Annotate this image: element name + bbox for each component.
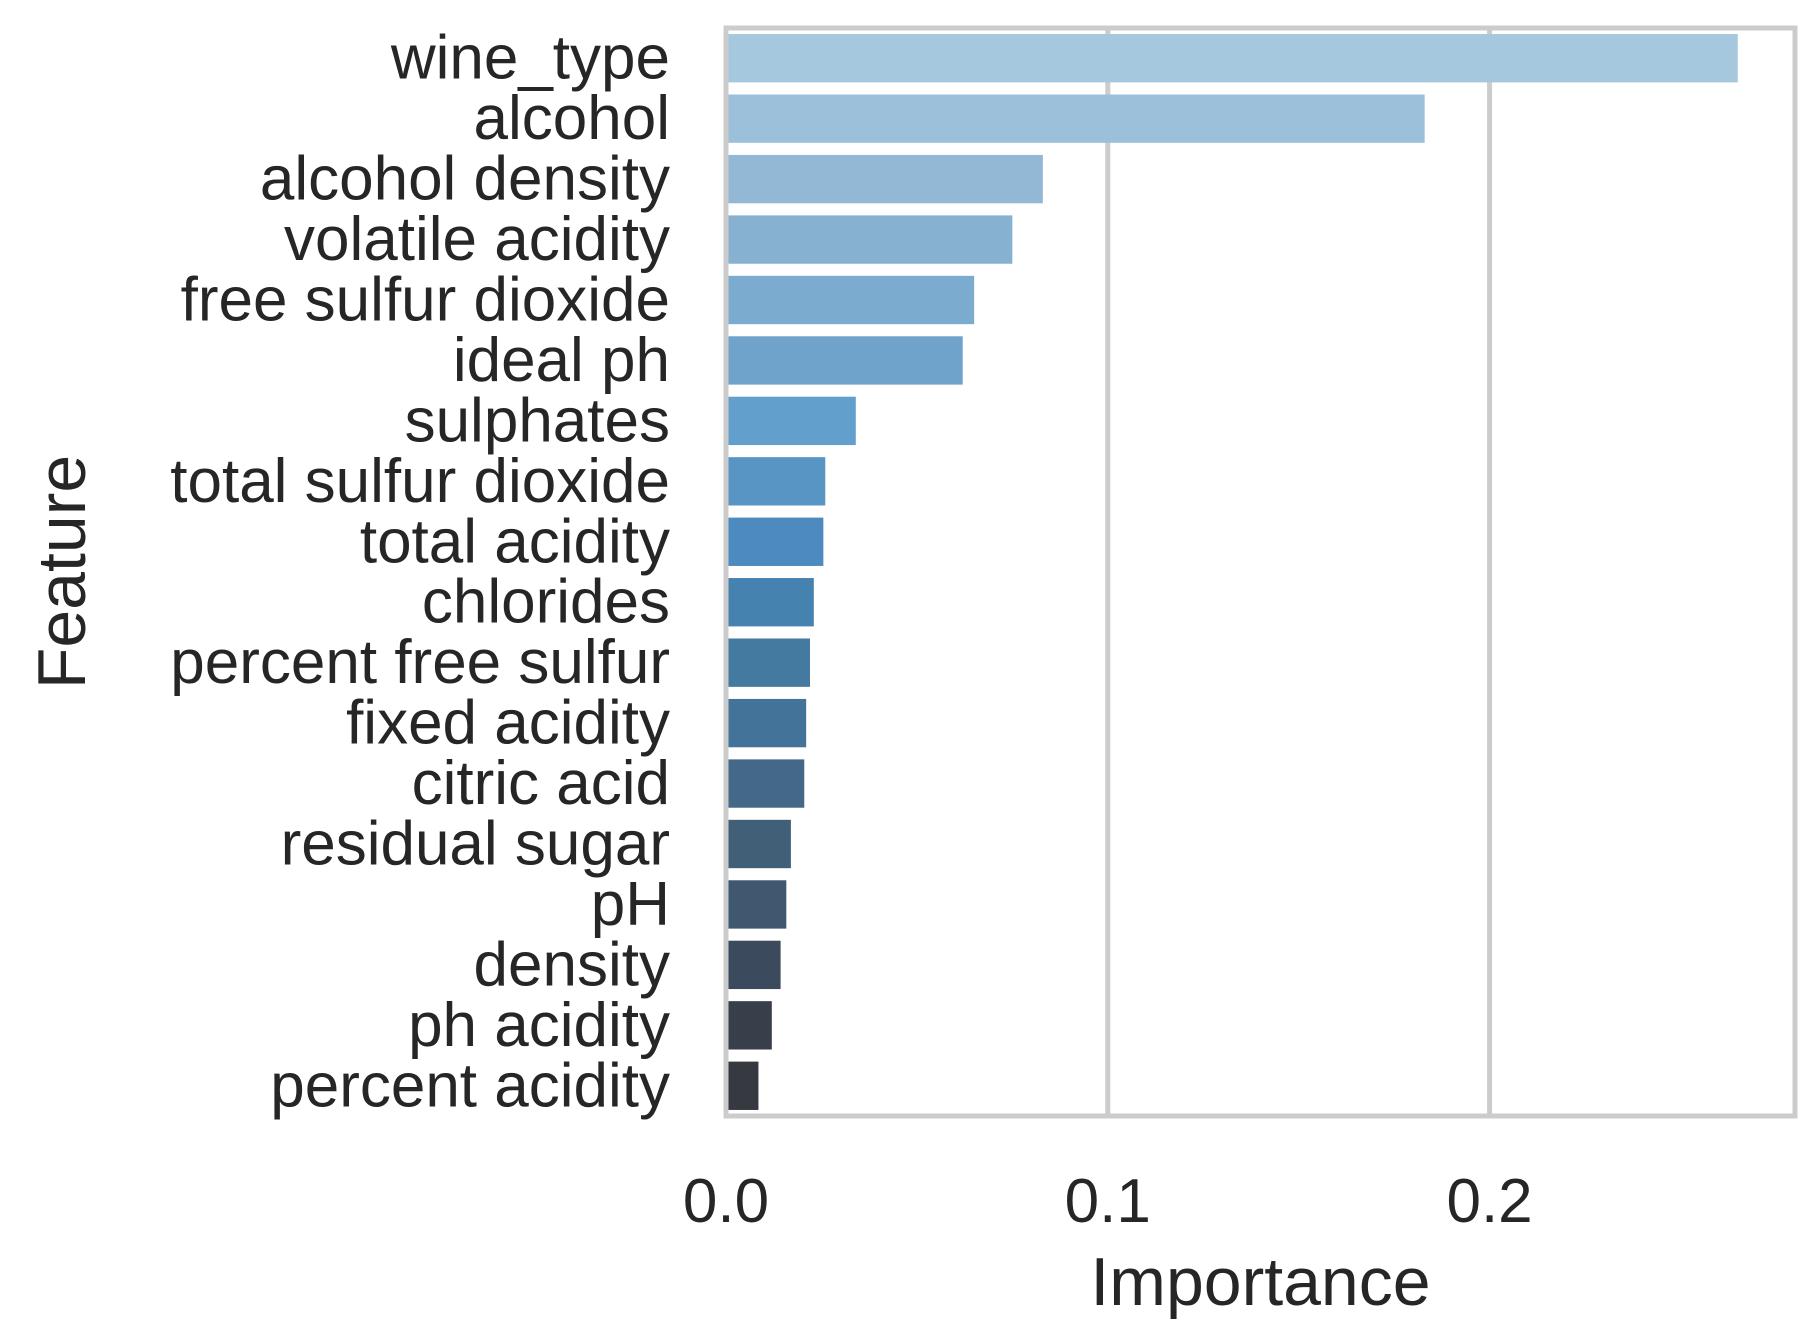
y-tick-label: sulphates [405,386,670,455]
y-tick-label: ideal ph [453,326,670,395]
bar-ph-acidity [728,1001,772,1050]
y-tick-label: alcohol density [260,145,670,214]
bar-alcohol-density [728,154,1043,204]
y-tick-label: wine_type [390,24,670,93]
y-tick-label: volatile acidity [284,205,670,274]
bar-alcohol [728,94,1425,143]
y-tick-label: citric acid [412,749,670,818]
bar-sulphates [728,396,856,446]
y-tick-label: alcohol [474,84,670,153]
grid-lines [1105,28,1493,1116]
y-tick-label: residual sugar [281,810,670,879]
x-tick-labels: 0.0 0.1 0.2 [683,1167,1533,1236]
bar-total-acidity [728,517,824,566]
y-tick-label: fixed acidity [346,689,670,758]
bar-percent-acidity [728,1061,759,1110]
y-tick-label: chlorides [422,568,670,637]
x-tick-label: 0.2 [1446,1167,1532,1236]
y-axis-label: Feature [24,455,100,689]
bar-volatile-acidity [728,215,1013,264]
y-tick-label: total acidity [360,507,670,576]
bar-free-sulfur-dioxide [728,275,975,325]
bar-ideal-ph [728,336,963,385]
bar-chlorides [728,578,814,627]
y-tick-label: percent free sulfur [170,628,670,697]
bar-total-sulfur-dioxide [728,457,826,506]
bar-wine-type [728,34,1738,83]
y-tick-label: ph acidity [408,991,670,1060]
x-tick-label: 0.0 [683,1167,769,1236]
y-tick-label: density [474,930,670,999]
bar-density [728,940,781,990]
bar-citric-acid [728,759,805,808]
y-tick-label: percent acidity [270,1051,670,1120]
bar-percent-free-sulfur [728,638,810,687]
x-axis-label: Importance [1090,1244,1430,1320]
bar-ph [728,880,787,929]
bars [728,34,1738,1110]
bar-fixed-acidity [728,698,807,748]
y-tick-label: free sulfur dioxide [181,266,670,335]
bar-residual-sugar [728,819,791,869]
plot-frame [723,25,1798,1119]
y-tick-label: total sulfur dioxide [170,447,670,516]
x-tick-label: 0.1 [1065,1167,1151,1236]
y-tick-label: pH [591,870,670,939]
